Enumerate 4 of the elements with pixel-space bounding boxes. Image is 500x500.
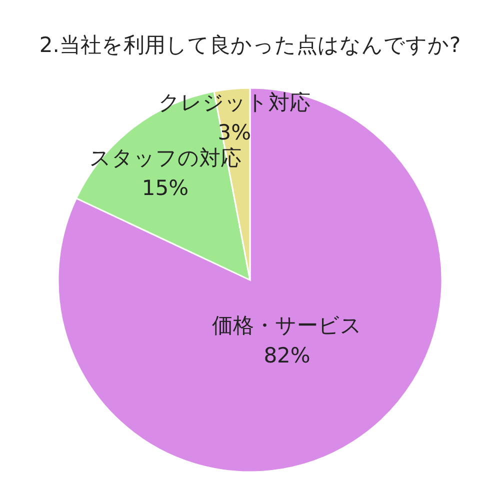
- slice-label: 価格・サービス: [212, 313, 362, 338]
- data-label: 82%: [264, 343, 310, 368]
- chart-title: 2.当社を利用して良かった点はなんですか?: [39, 33, 461, 57]
- data-label: 15%: [142, 176, 189, 200]
